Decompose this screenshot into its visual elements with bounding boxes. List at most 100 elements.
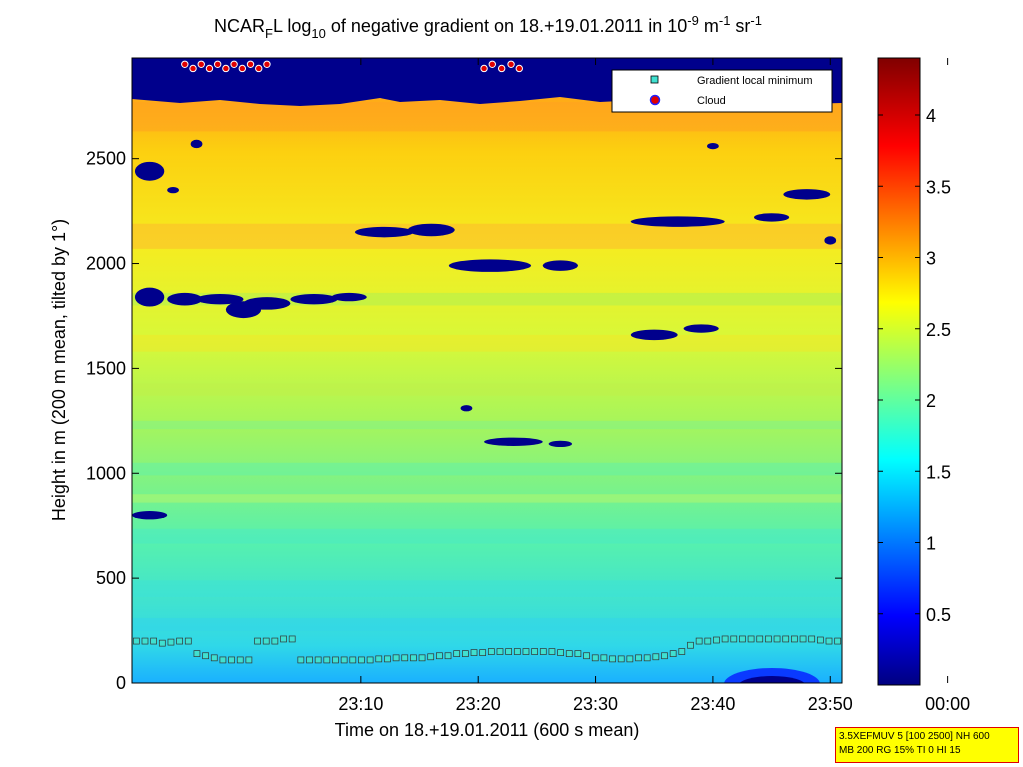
gradient-minimum-marker xyxy=(479,649,487,656)
surface-low-region xyxy=(724,668,820,683)
y-tick-label: 0 xyxy=(116,673,126,693)
settings-line-2: MB 200 RG 15% TI 0 HI 15 xyxy=(839,745,961,756)
legend: Gradient local minimum Cloud xyxy=(611,69,833,113)
gradient-minimum-marker xyxy=(297,656,305,664)
gradient-minimum-marker xyxy=(401,654,409,662)
y-axis-label: Height in m (200 m mean, tilted by 1°) xyxy=(49,219,69,521)
gradient-minimum-marker xyxy=(557,649,564,656)
surface-low-core xyxy=(739,676,805,683)
y-tick-label: 2000 xyxy=(86,254,126,274)
y-tick-label: 2500 xyxy=(86,149,126,169)
y-tick-label: 1500 xyxy=(86,358,126,378)
gradient-minimum-marker xyxy=(747,635,755,643)
low-gradient-patch xyxy=(167,292,203,306)
legend-marker-cloud xyxy=(649,94,661,106)
low-gradient-patch xyxy=(548,440,573,448)
low-gradient-patch xyxy=(630,216,725,227)
heatmap-background xyxy=(132,58,842,683)
cloud-marker xyxy=(246,60,255,68)
gradient-minimum-marker xyxy=(262,637,270,645)
gradient-minimum-marker xyxy=(678,648,686,655)
settings-line-1: 3.5XEFMUV 5 [100 2500] NH 600 xyxy=(839,731,990,742)
legend-label-cloud: Cloud xyxy=(697,95,726,107)
gradient-minimum-marker xyxy=(410,654,417,662)
y-axis: 0 500 1000 1500 2000 2500 xyxy=(86,149,842,693)
cloud-marker xyxy=(255,64,263,73)
low-gradient-patch xyxy=(167,186,179,194)
gradient-minimum-marker xyxy=(219,656,227,664)
gradient-minimum-marker xyxy=(236,656,244,664)
gradient-minimum-marker xyxy=(531,648,538,655)
gradient-minimum-marker xyxy=(496,648,504,655)
low-gradient-patch xyxy=(707,142,719,150)
low-gradient-patch xyxy=(460,405,473,412)
gradient-minimum-marker xyxy=(609,655,616,663)
colorbar-tick-label: 4 xyxy=(926,106,936,126)
heatmap-band xyxy=(132,334,842,352)
gradient-minimum-marker xyxy=(487,648,495,655)
low-gradient-patch xyxy=(407,223,455,237)
heatmap-band xyxy=(132,617,842,631)
cloud-marker xyxy=(181,60,189,68)
gradient-minimum-marker xyxy=(150,637,157,645)
gradient-minimum-marker xyxy=(565,650,573,657)
gradient-minimum-marker xyxy=(773,635,781,643)
gradient-minimum-marker xyxy=(167,638,175,646)
low-gradient-patch xyxy=(243,297,291,310)
low-gradient-patch xyxy=(134,161,165,181)
low-gradient-patch xyxy=(331,292,367,302)
gradient-minimum-marker xyxy=(791,635,798,643)
low-gradient-patch xyxy=(542,260,578,271)
gradient-minimum-marker xyxy=(271,637,279,645)
gradient-minimum-marker xyxy=(418,654,426,662)
gradient-minimum-marker xyxy=(505,648,512,655)
gradient-minimum-marker xyxy=(704,637,712,645)
x-axis-label: Time on 18.+19.01.2011 (600 s mean) xyxy=(335,720,640,740)
gradient-minimum-marker xyxy=(513,648,521,655)
gradient-minimum-marker xyxy=(349,656,357,664)
x-tick-label: 23:40 xyxy=(690,694,735,714)
gradient-minimum-marker xyxy=(288,635,296,643)
gradient-minimum-marker xyxy=(825,637,833,645)
gradient-minimum-marker xyxy=(202,652,209,660)
heatmap-band xyxy=(132,383,842,396)
x-tick-label: 23:20 xyxy=(456,694,501,714)
cloud-marker xyxy=(222,64,230,73)
gradient-minimum-marker xyxy=(799,635,807,643)
gradient-minimum-marker xyxy=(358,656,365,664)
gradient-minimum-marker xyxy=(539,648,547,655)
colorbar-tick-label: 2 xyxy=(926,391,936,411)
gradient-minimum-marker xyxy=(834,637,842,645)
legend-box xyxy=(611,69,833,113)
gradient-minimum-marker xyxy=(332,656,339,664)
heatmap-band xyxy=(132,462,842,476)
x-tick-label: 00:00 xyxy=(925,694,970,714)
gradient-minimum-marker xyxy=(808,635,816,643)
heatmap-band xyxy=(132,580,842,598)
cloud-marker xyxy=(263,60,271,68)
colorbar-tick-label: 2.5 xyxy=(926,320,951,340)
x-tick-label: 23:10 xyxy=(338,694,383,714)
gradient-minimum-marker xyxy=(132,637,140,645)
low-gradient-patch xyxy=(190,139,203,149)
cloud-marker xyxy=(213,60,222,68)
y-tick-label: 1000 xyxy=(86,463,126,483)
low-gradient-patch xyxy=(290,293,338,305)
heatmap-field xyxy=(132,58,842,683)
x-tick-label: 23:30 xyxy=(573,694,618,714)
chart-title: NCARFL log10 of negative gradient on 18.… xyxy=(214,13,762,41)
gradient-minimum-marker xyxy=(280,635,287,643)
low-gradient-patch xyxy=(448,259,532,272)
colorbar-ticks: 0.5 1 1.5 2 2.5 3 3.5 4 xyxy=(878,106,951,625)
gradient-minimum-marker xyxy=(522,648,530,655)
gradient-minimum-marker xyxy=(765,635,772,643)
gradient-minimum-marker xyxy=(228,656,235,664)
heatmap-band xyxy=(132,494,842,503)
gradient-minimum-marker xyxy=(193,650,201,657)
colorbar-tick-label: 0.5 xyxy=(926,605,951,625)
gradient-minimum-marker xyxy=(427,653,435,661)
gradient-minimum-marker xyxy=(462,650,469,657)
gradient-minimum-marker xyxy=(695,637,703,645)
cloud-marker xyxy=(230,60,238,68)
gradient-minimum-marker xyxy=(600,654,608,662)
